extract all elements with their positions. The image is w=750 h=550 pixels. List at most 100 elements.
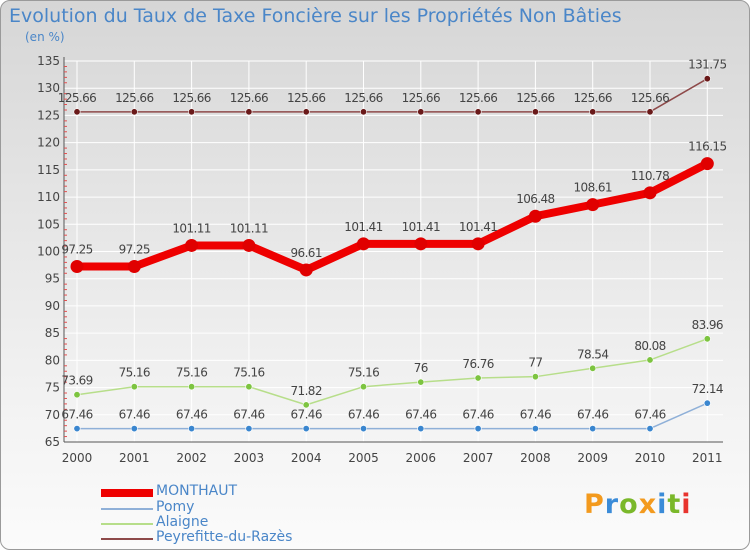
y-tick-label: 80 (45, 353, 60, 367)
data-point-peyrefitte-du-razes (359, 108, 367, 116)
data-point-peyrefitte-du-razes (646, 108, 654, 116)
data-point-alaigne (531, 373, 539, 381)
data-label-peyrefitte-du-razes: 125.66 (516, 91, 554, 105)
data-label-peyrefitte-du-razes: 131.75 (688, 58, 726, 72)
data-point-peyrefitte-du-razes (531, 108, 539, 116)
data-label-peyrefitte-du-razes: 125.66 (172, 91, 210, 105)
x-tick-label: 2001 (119, 451, 150, 465)
legend-label: Peyrefitte-du-Razès (156, 529, 293, 545)
x-tick-label: 2003 (234, 451, 265, 465)
data-label-peyrefitte-du-razes: 125.66 (230, 91, 268, 105)
y-tick-label: 95 (45, 272, 60, 286)
data-label-pomy: 67.46 (233, 408, 264, 422)
data-label-alaigne: 75.16 (119, 366, 150, 380)
chart-title: Evolution du Taux de Taxe Foncière sur l… (9, 5, 622, 27)
data-label-alaigne: 83.96 (692, 318, 723, 332)
data-point-alaigne (589, 364, 597, 372)
data-point-alaigne (646, 356, 654, 364)
data-point-alaigne (703, 335, 711, 343)
data-point-peyrefitte-du-razes (417, 108, 425, 116)
data-label-peyrefitte-du-razes: 125.66 (287, 91, 325, 105)
y-tick-label: 120 (37, 136, 60, 150)
data-point-pomy (703, 399, 711, 407)
data-label-monthaut: 108.61 (574, 181, 612, 195)
data-label-alaigne: 75.16 (176, 366, 207, 380)
y-tick-label: 85 (45, 326, 60, 340)
series-line-monthaut (73, 159, 712, 274)
data-label-peyrefitte-du-razes: 125.66 (58, 91, 96, 105)
data-label-pomy: 67.46 (462, 408, 493, 422)
data-point-monthaut (643, 186, 657, 200)
data-point-pomy (359, 425, 367, 433)
data-point-peyrefitte-du-razes (589, 108, 597, 116)
data-point-pomy (531, 425, 539, 433)
data-point-peyrefitte-du-razes (130, 108, 138, 116)
data-point-monthaut (414, 237, 428, 251)
data-point-monthaut (357, 237, 370, 251)
data-point-peyrefitte-du-razes (703, 75, 711, 83)
data-label-pomy: 67.46 (119, 408, 150, 422)
data-point-alaigne (474, 374, 482, 382)
series-line-alaigne (76, 338, 709, 406)
data-point-monthaut (528, 209, 542, 223)
data-point-pomy (73, 425, 81, 433)
y-tick-label: 115 (37, 163, 60, 177)
data-point-peyrefitte-du-razes (302, 108, 310, 116)
data-point-monthaut (185, 238, 199, 252)
data-label-monthaut: 116.15 (688, 140, 726, 154)
data-point-alaigne (130, 383, 138, 391)
y-tick-label: 90 (45, 299, 60, 313)
x-tick-label: 2011 (692, 451, 723, 465)
data-point-monthaut (586, 198, 600, 212)
data-point-pomy (130, 425, 138, 433)
data-label-pomy: 67.46 (634, 408, 665, 422)
data-point-peyrefitte-du-razes (73, 108, 81, 116)
data-label-pomy: 67.46 (577, 408, 608, 422)
data-label-alaigne: 80.08 (634, 339, 665, 353)
y-tick-label: 100 (37, 245, 60, 259)
data-label-peyrefitte-du-razes: 125.66 (344, 91, 382, 105)
y-tick-label: 130 (37, 81, 60, 95)
data-label-pomy: 67.46 (176, 408, 207, 422)
y-tick-label: 105 (37, 217, 60, 231)
data-label-alaigne: 76 (414, 361, 428, 375)
data-point-monthaut (70, 259, 84, 273)
data-point-monthaut (471, 237, 485, 251)
data-label-peyrefitte-du-razes: 125.66 (402, 91, 440, 105)
chart-unit: (en %) (25, 30, 65, 44)
x-tick-label: 2004 (291, 451, 322, 465)
y-tick-label: 135 (37, 54, 60, 68)
data-label-pomy: 72.14 (692, 382, 723, 396)
legend-swatch (101, 523, 153, 525)
data-label-pomy: 67.46 (348, 408, 379, 422)
data-label-monthaut: 97.25 (61, 242, 92, 256)
data-label-alaigne: 76.76 (462, 357, 493, 371)
data-point-pomy (589, 425, 597, 433)
data-label-monthaut: 101.11 (172, 221, 210, 235)
data-label-peyrefitte-du-razes: 125.66 (631, 91, 669, 105)
legend-label: MONTHAUT (156, 483, 238, 499)
data-point-peyrefitte-du-razes (188, 108, 196, 116)
data-label-monthaut: 101.41 (344, 220, 382, 234)
data-label-peyrefitte-du-razes: 125.66 (459, 91, 497, 105)
data-point-monthaut (700, 157, 714, 171)
data-point-monthaut (242, 238, 256, 252)
data-label-alaigne: 75.16 (233, 366, 264, 380)
x-tick-label: 2007 (463, 451, 494, 465)
x-tick-label: 2000 (62, 451, 93, 465)
data-point-pomy (417, 425, 425, 433)
data-label-alaigne: 77 (528, 356, 542, 370)
data-label-monthaut: 96.61 (291, 246, 322, 260)
data-label-pomy: 67.46 (520, 408, 551, 422)
data-point-alaigne (302, 401, 310, 409)
data-label-monthaut: 97.25 (119, 242, 150, 256)
data-point-alaigne (245, 383, 253, 391)
series-line-pomy (76, 402, 709, 430)
data-point-alaigne (73, 391, 81, 399)
data-point-alaigne (417, 378, 425, 386)
data-label-monthaut: 106.48 (516, 192, 554, 206)
data-point-peyrefitte-du-razes (245, 108, 253, 116)
data-label-alaigne: 71.82 (291, 384, 322, 398)
